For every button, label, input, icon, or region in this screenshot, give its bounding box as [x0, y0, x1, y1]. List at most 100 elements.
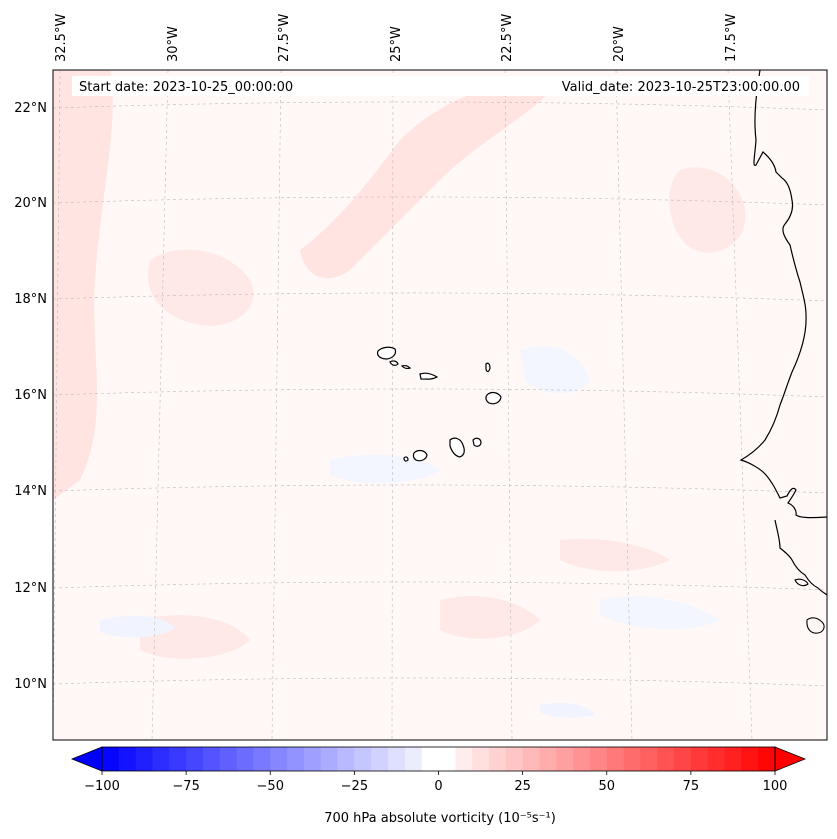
date-header-strip	[72, 76, 809, 96]
colorbar-swatch	[404, 747, 423, 771]
parallel-line	[52, 101, 828, 111]
map-frame	[52, 69, 828, 741]
colorbar-swatch	[202, 747, 221, 771]
meridian-line	[504, 69, 513, 741]
graticule	[52, 69, 828, 741]
colorbar-swatch	[623, 747, 641, 771]
positive-vorticity-patch	[148, 249, 254, 326]
africa-coastline	[739, 69, 828, 519]
island-santiago	[449, 437, 465, 458]
colorbar-tick-label: 100	[763, 779, 788, 794]
lon-label: 30°W	[166, 26, 181, 62]
colorbar-swatch	[102, 747, 120, 771]
colorbar-tick-label: 0	[434, 779, 442, 794]
meridian-line	[615, 69, 633, 741]
meridian-line	[151, 69, 169, 741]
positive-vorticity-patch	[440, 596, 540, 639]
colorbar-swatch	[472, 747, 490, 771]
colorbar-max-extend	[774, 746, 807, 772]
colorbar: −100 −75 −50 −25 0 25 50 75 100 700 hPa absolute…	[70, 746, 807, 826]
colorbar-swatch	[219, 747, 238, 771]
colorbar-swatch	[589, 747, 608, 771]
island-brava	[403, 456, 409, 462]
lon-label: 20°W	[612, 26, 627, 62]
parallel-line	[52, 581, 828, 591]
lat-label: 12°N	[14, 581, 47, 596]
colorbar-swatch	[320, 747, 339, 771]
africa-coastline-south	[774, 519, 828, 596]
colorbar-swatch	[606, 747, 625, 771]
colorbar-swatch	[488, 747, 507, 771]
island-maio	[472, 437, 482, 447]
positive-vorticity-band	[53, 70, 113, 500]
lon-label: 27.5°W	[277, 14, 292, 62]
colorbar-tick-label: −75	[172, 779, 199, 794]
colorbar-label: 700 hPa absolute vorticity (10⁻⁵s⁻¹)	[324, 811, 556, 826]
negative-vorticity-patch	[100, 615, 175, 638]
island-fogo	[412, 449, 428, 462]
lat-label: 20°N	[14, 196, 47, 211]
colorbar-swatch	[539, 747, 557, 771]
lat-label: 16°N	[14, 388, 47, 403]
island-boa-vista	[485, 391, 502, 405]
colorbar-swatch	[388, 747, 406, 771]
colorbar-swatch	[371, 747, 389, 771]
colorbar-swatches	[102, 747, 776, 771]
lon-label: 25°W	[389, 26, 404, 62]
map-panel: Start date: 2023-10-25_00:00:00 Valid_da…	[52, 69, 828, 741]
colorbar-swatch	[690, 747, 709, 771]
negative-vorticity-patch	[600, 596, 720, 630]
meridian-line	[271, 69, 282, 741]
colorbar-swatch	[438, 747, 456, 771]
colorbar-swatch	[657, 747, 675, 771]
island-sal	[485, 362, 491, 373]
island-sao-nicolau	[419, 372, 439, 380]
colorbar-tick-label: 75	[683, 779, 700, 794]
colorbar-swatch	[354, 747, 372, 771]
colorbar-swatch	[303, 747, 322, 771]
parallel-line	[52, 196, 828, 206]
lon-label: 17.5°W	[724, 14, 739, 62]
colorbar-swatch	[421, 747, 439, 771]
colorbar-swatch	[236, 747, 254, 771]
colorbar-swatch	[337, 747, 355, 771]
negative-vorticity-patch	[330, 454, 440, 484]
meridian-line	[391, 69, 394, 741]
parallel-line	[52, 484, 828, 494]
meridian-line	[52, 69, 61, 741]
colorbar-swatch	[707, 747, 726, 771]
colorbar-tick-label: 25	[514, 779, 531, 794]
colorbar-swatch	[724, 747, 742, 771]
colorbar-swatch	[287, 747, 305, 771]
colorbar-tick-label: −25	[341, 779, 368, 794]
positive-vorticity-band-ne	[300, 80, 560, 279]
colorbar-swatch	[522, 747, 540, 771]
meridian-line	[727, 69, 753, 741]
positive-vorticity-patch	[560, 538, 670, 572]
valid-date-label: Valid_date: 2023-10-25T23:00:00.00	[562, 80, 800, 95]
island-santa-luzia	[400, 365, 412, 369]
negative-vorticity-patch	[520, 346, 590, 394]
colorbar-swatch	[741, 747, 759, 771]
lat-label: 10°N	[14, 677, 47, 692]
colorbar-swatch	[253, 747, 271, 771]
parallel-line	[52, 292, 828, 302]
colorbar-min-extend	[70, 746, 103, 772]
colorbar-swatch	[640, 747, 658, 771]
lat-label: 14°N	[14, 484, 47, 499]
colorbar-swatch	[758, 747, 776, 771]
colorbar-swatch	[135, 747, 153, 771]
colorbar-tick-label: −50	[257, 779, 284, 794]
colorbar-swatch	[573, 747, 591, 771]
positive-vorticity-patch	[669, 167, 746, 253]
colorbar-swatch	[505, 747, 524, 771]
negative-vorticity-patch	[540, 703, 595, 718]
colorbar-swatch	[118, 747, 137, 771]
colorbar-swatch	[674, 747, 692, 771]
colorbar-swatch	[556, 747, 574, 771]
lon-label: 32.5°W	[54, 14, 69, 62]
colorbar-tick-label: 50	[598, 779, 615, 794]
lat-label: 18°N	[14, 292, 47, 307]
start-date-label: Start date: 2023-10-25_00:00:00	[79, 80, 293, 95]
lat-label: 22°N	[14, 101, 47, 116]
